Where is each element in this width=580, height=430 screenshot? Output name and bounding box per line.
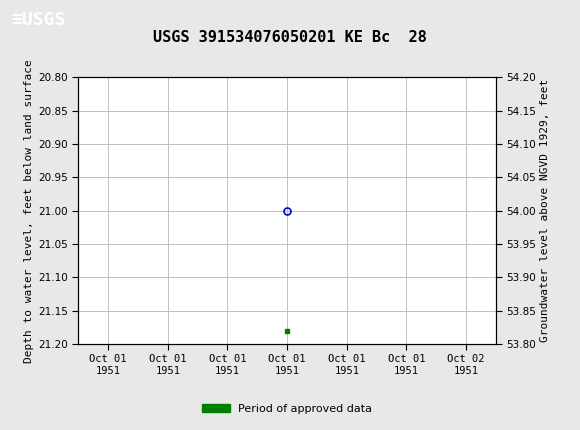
Y-axis label: Groundwater level above NGVD 1929, feet: Groundwater level above NGVD 1929, feet	[541, 79, 550, 342]
Y-axis label: Depth to water level, feet below land surface: Depth to water level, feet below land su…	[24, 59, 34, 362]
Legend: Period of approved data: Period of approved data	[197, 399, 377, 418]
Text: USGS 391534076050201 KE Bc  28: USGS 391534076050201 KE Bc 28	[153, 30, 427, 45]
Text: ≡USGS: ≡USGS	[12, 12, 66, 29]
